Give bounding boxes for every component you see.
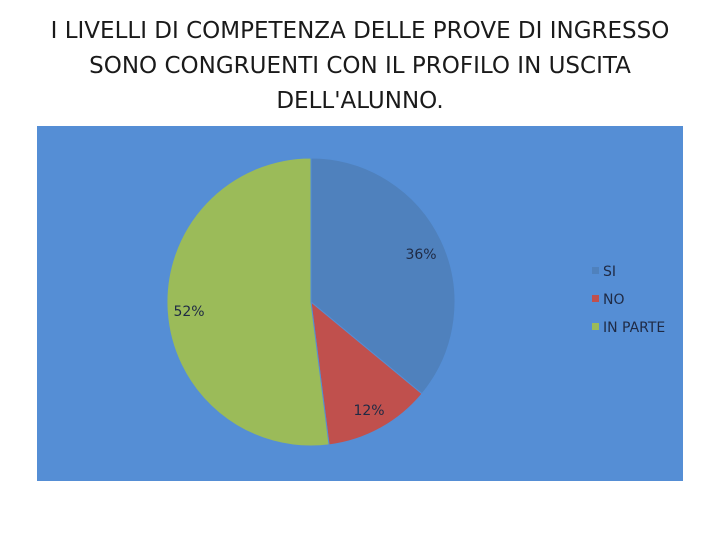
legend-swatch-no bbox=[592, 295, 599, 302]
legend-label-no: NO bbox=[603, 292, 625, 308]
legend-label-si: SI bbox=[603, 264, 616, 280]
chart-title: I LIVELLI DI COMPETENZA DELLE PROVE DI I… bbox=[20, 14, 700, 119]
chart-legend: SI NO IN PARTE bbox=[592, 264, 665, 336]
pie-slice-si bbox=[310, 157, 456, 395]
data-label-no: 12% bbox=[353, 403, 384, 419]
pie-data-labels: 36% 12% 52% bbox=[173, 247, 436, 419]
legend-label-in-parte: IN PARTE bbox=[603, 320, 665, 336]
data-label-si: 36% bbox=[405, 247, 436, 263]
pie-slice-no bbox=[310, 300, 423, 446]
chart-title-line-3: DELL'ALUNNO. bbox=[276, 88, 444, 114]
pie-slices bbox=[166, 157, 456, 447]
legend-swatch-si bbox=[592, 267, 599, 274]
chart-title-line-1: I LIVELLI DI COMPETENZA DELLE PROVE DI I… bbox=[50, 18, 670, 44]
chart-area: 36% 12% 52% SI NO IN PARTE bbox=[37, 126, 683, 481]
pie-slice-in-parte bbox=[166, 157, 330, 447]
pie-chart: 36% 12% 52% SI NO IN PARTE bbox=[166, 157, 665, 447]
legend-swatch-in-parte bbox=[592, 323, 599, 330]
data-label-in-parte: 52% bbox=[173, 304, 204, 320]
chart-title-line-2: SONO CONGRUENTI CON IL PROFILO IN USCITA bbox=[89, 53, 631, 79]
